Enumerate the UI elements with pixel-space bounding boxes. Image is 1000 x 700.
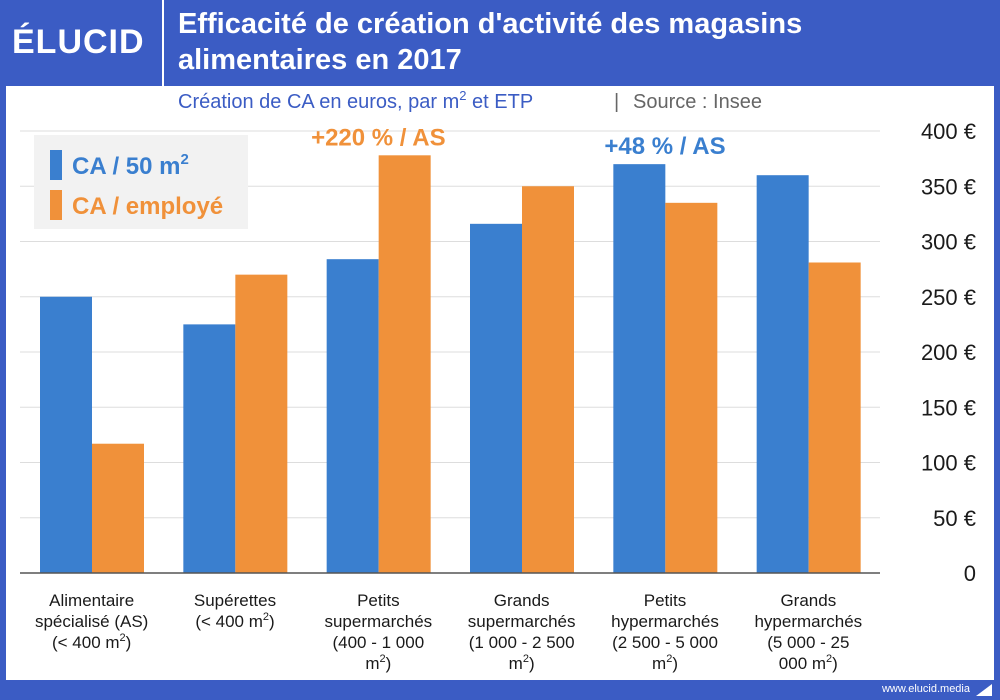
- footer-url[interactable]: www.elucid.media: [881, 683, 970, 695]
- chart-subtitle: Création de CA en euros, par m2 et ETP: [178, 88, 533, 113]
- y-tick-label: 250 €: [921, 285, 976, 310]
- chart-source: Source : Insee: [633, 91, 762, 113]
- legend-swatch: [50, 150, 62, 180]
- bar-ca-employe: [522, 186, 574, 573]
- title-line-2: alimentaires en 2017: [178, 44, 462, 76]
- x-tick-label: Petits supermarchés (400 - 1 000 m2): [324, 591, 432, 673]
- y-tick-label: 200 €: [921, 340, 976, 365]
- chart-title: Efficacité de création d'activité des ma…: [178, 6, 978, 78]
- elucid-mark-icon: [976, 684, 992, 696]
- legend-box: [34, 135, 248, 229]
- bar-ca-50m2: [40, 296, 92, 573]
- legend-label: CA / employé: [72, 193, 223, 220]
- y-tick-label: 300 €: [921, 230, 976, 255]
- subtitle-separator: |: [614, 91, 619, 113]
- x-tick-label: Petits hypermarchés (2 500 - 5 000 m2): [611, 591, 719, 673]
- x-tick-label: Supérettes (< 400 m2): [194, 591, 276, 631]
- y-tick-label: 400 €: [921, 119, 976, 144]
- y-tick-label: 50 €: [933, 506, 976, 531]
- annotation-label: +220 % / AS: [311, 124, 446, 151]
- footer: www.elucid.media: [0, 680, 1000, 700]
- x-tick-label: Grands supermarchés (1 000 - 2 500 m2): [468, 591, 576, 673]
- bar-ca-50m2: [613, 164, 666, 573]
- y-tick-label: 350 €: [921, 174, 976, 199]
- y-tick-label: 150 €: [921, 395, 976, 420]
- title-line-1: Efficacité de création d'activité des ma…: [178, 8, 803, 40]
- elucid-logo: ÉLUCID: [12, 23, 145, 61]
- legend-swatch: [50, 190, 62, 220]
- bar-ca-employe: [92, 443, 144, 573]
- legend-label: CA / 50 m2: [72, 151, 189, 180]
- x-tick-label: Alimentaire spécialisé (AS) (< 400 m2): [35, 591, 148, 652]
- logo-divider: [162, 0, 164, 86]
- bar-ca-employe: [665, 202, 718, 573]
- bar-ca-employe: [808, 262, 861, 573]
- bar-ca-50m2: [756, 175, 809, 573]
- bar-ca-employe: [378, 155, 431, 573]
- y-tick-label: 100 €: [921, 451, 976, 476]
- annotation-label: +48 % / AS: [604, 133, 725, 160]
- y-tick-label: 0: [964, 561, 976, 586]
- header: ÉLUCID Efficacité de création d'activité…: [0, 0, 1000, 86]
- chart-panel: Création de CA en euros, par m2 et ETP | S…: [6, 86, 994, 680]
- bar-ca-50m2: [183, 324, 236, 573]
- x-tick-label: Grands hypermarchés (5 000 - 25 000 m2): [754, 591, 862, 673]
- bar-ca-50m2: [470, 223, 522, 573]
- bar-chart: Création de CA en euros, par m2 et ETP | S…: [20, 88, 976, 673]
- bar-ca-50m2: [326, 259, 379, 573]
- bar-ca-employe: [235, 274, 288, 573]
